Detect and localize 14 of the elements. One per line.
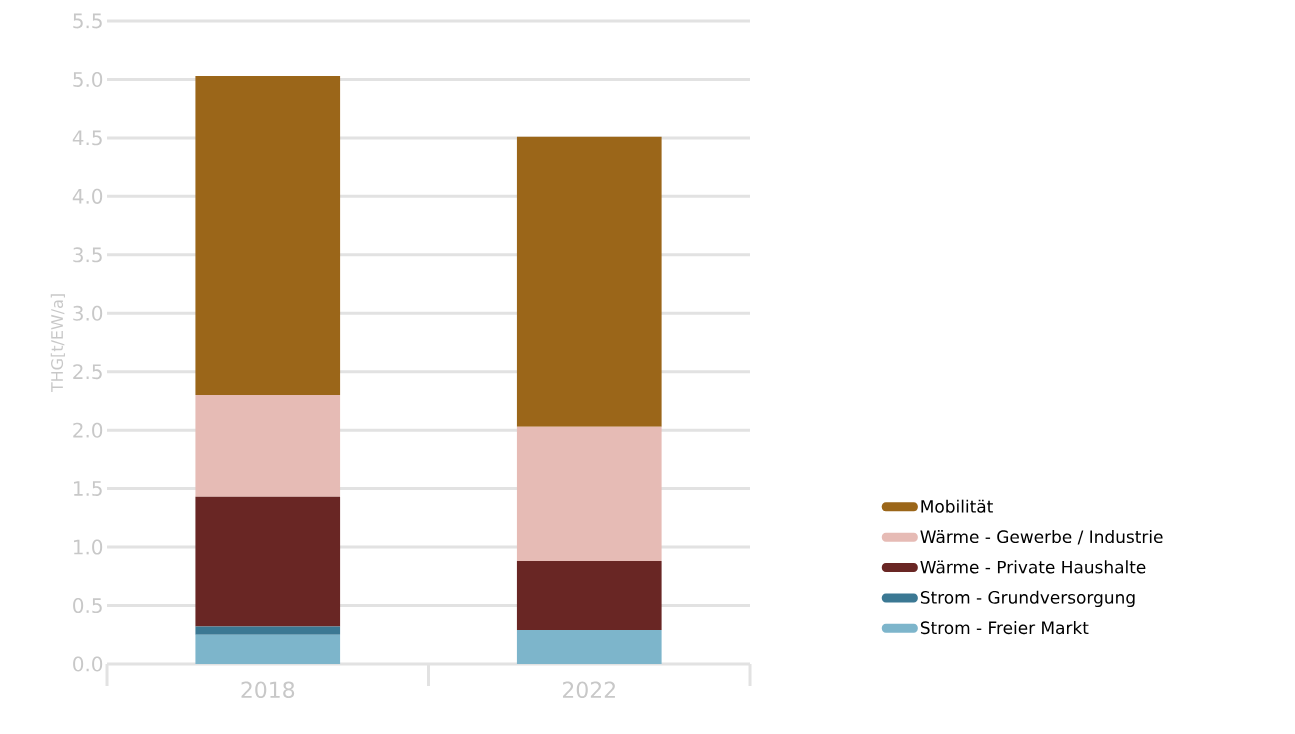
legend-label: Strom - Grundversorgung — [920, 590, 1135, 608]
legend-label: Wärme - Private Haushalte — [920, 560, 1146, 574]
legend-label: Wärme - Gewerbe / Industrie — [920, 530, 1163, 545]
bar — [516, 136, 662, 427]
legend-label: Mobilität — [921, 499, 993, 513]
legend-label: Strom - Freier Markt — [920, 621, 1089, 635]
bar — [195, 496, 341, 627]
bar — [516, 630, 662, 664]
bar — [516, 426, 662, 562]
bar — [195, 634, 341, 664]
bar — [195, 75, 341, 396]
bar — [195, 395, 341, 497]
bar — [195, 626, 341, 635]
bar — [516, 561, 662, 631]
